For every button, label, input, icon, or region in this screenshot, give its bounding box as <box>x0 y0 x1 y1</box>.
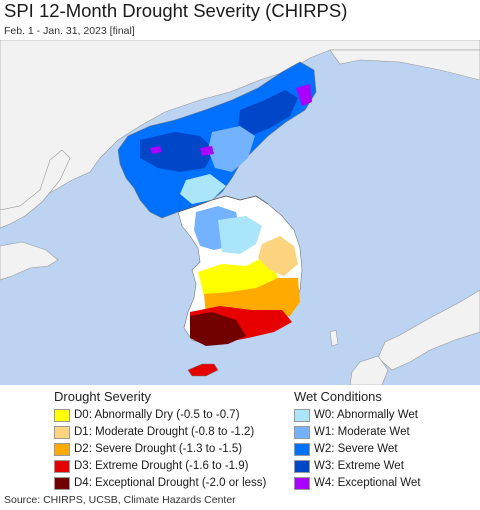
drought-legend-label-d1: D1: Moderate Drought (-0.8 to -1.2) <box>74 426 255 438</box>
wet-legend-swatch-w0 <box>294 408 310 422</box>
nk-extreme-wet <box>140 132 215 172</box>
drought-legend-item-d0: D0: Abnormally Dry (-0.5 to -0.7) <box>54 407 240 423</box>
sk-abnormal-wet <box>218 216 262 254</box>
russia-land <box>329 49 480 81</box>
drought-legend-swatch-d4 <box>54 476 70 490</box>
legend: Drought Severity D0: Abnormally Dry (-0.… <box>0 385 480 493</box>
drought-legend-swatch-d3 <box>54 459 70 473</box>
sk-moderate-drought <box>258 236 298 276</box>
shandong-land <box>0 241 59 281</box>
drought-legend-label-d3: D3: Extreme Drought (-1.6 to -1.9) <box>74 460 249 472</box>
map-subtitle: Feb. 1 - Jan. 31, 2023 [final] <box>4 25 135 37</box>
wet-legend-label-w2: W2: Severe Wet <box>314 443 398 455</box>
dmz-border <box>177 195 269 213</box>
drought-legend-swatch-d1 <box>54 425 70 439</box>
nk-abnormal-wet <box>180 174 226 204</box>
wet-legend-item-w0: W0: Abnormally Wet <box>294 407 418 423</box>
drought-legend-swatch-d0 <box>54 408 70 422</box>
jeju-island <box>187 363 219 377</box>
japan-land <box>377 289 480 371</box>
drought-legend-label-d0: D0: Abnormally Dry (-0.5 to -0.7) <box>74 409 240 421</box>
wet-legend-item-w2: W2: Severe Wet <box>294 441 398 457</box>
sk-exceptional-drought <box>190 312 246 346</box>
drought-legend-swatch-d2 <box>54 442 70 456</box>
tsushima <box>329 329 339 347</box>
map-title: SPI 12-Month Drought Severity (CHIRPS) <box>4 0 348 21</box>
wet-legend-label-w4: W4: Exceptional Wet <box>314 477 421 489</box>
drought-legend-item-d4: D4: Exceptional Drought (-2.0 or less) <box>54 475 266 491</box>
wet-legend-title: Wet Conditions <box>294 389 382 404</box>
drought-legend-item-d3: D3: Extreme Drought (-1.6 to -1.9) <box>54 458 248 474</box>
drought-legend-label-d4: D4: Exceptional Drought (-2.0 or less) <box>74 477 267 489</box>
china-land-west <box>0 149 71 229</box>
wet-legend-item-w3: W3: Extreme Wet <box>294 458 404 474</box>
wet-legend-swatch-w3 <box>294 459 310 473</box>
source-credit: Source: CHIRPS, UCSB, Climate Hazards Ce… <box>4 494 236 506</box>
drought-legend-title: Drought Severity <box>54 389 151 404</box>
drought-map <box>0 40 480 385</box>
wet-legend-item-w4: W4: Exceptional Wet <box>294 475 421 491</box>
drought-legend-label-d2: D2: Severe Drought (-1.3 to -1.5) <box>74 443 243 455</box>
nk-exceptional-wet <box>296 84 312 106</box>
japan-kyushu <box>349 355 389 385</box>
wet-legend-swatch-w1 <box>294 425 310 439</box>
wet-legend-label-w3: W3: Extreme Wet <box>314 460 404 472</box>
nk-moderate-wet <box>208 126 255 172</box>
wet-legend-label-w0: W0: Abnormally Wet <box>314 409 418 421</box>
wet-legend-item-w1: W1: Moderate Wet <box>294 424 410 440</box>
nk-exceptional-wet-2 <box>150 146 162 154</box>
drought-legend-item-d1: D1: Moderate Drought (-0.8 to -1.2) <box>54 424 254 440</box>
drought-legend-item-d2: D2: Severe Drought (-1.3 to -1.5) <box>54 441 242 457</box>
wet-legend-swatch-w4 <box>294 476 310 490</box>
wet-legend-label-w1: W1: Moderate Wet <box>314 426 410 438</box>
wet-legend-swatch-w2 <box>294 442 310 456</box>
nk-extreme-wet-2 <box>238 90 298 136</box>
nk-exceptional-wet-3 <box>200 146 214 156</box>
